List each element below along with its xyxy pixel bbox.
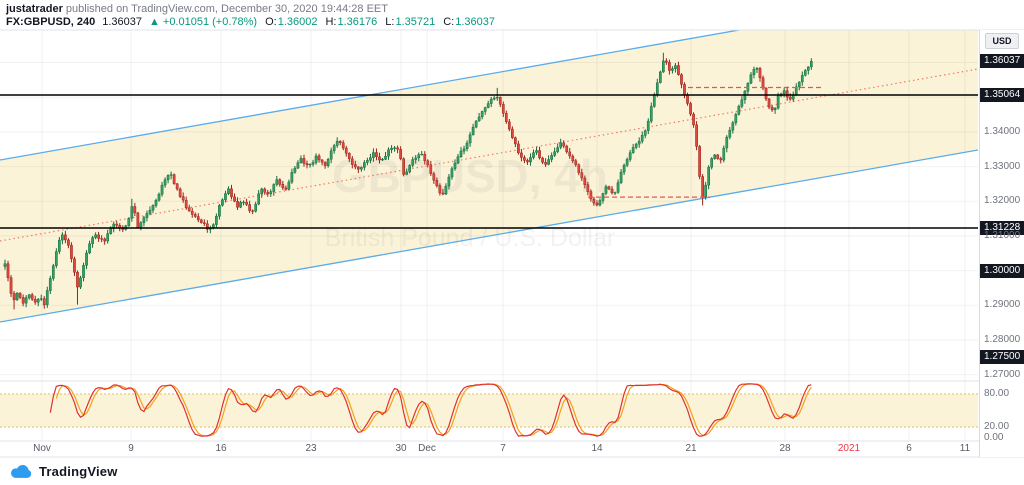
tradingview-cloud-icon: [11, 464, 32, 478]
time-axis-label: 28: [779, 443, 791, 454]
candlestick-series[interactable]: [3, 52, 813, 310]
ohlc-value: 1.36176: [337, 16, 378, 28]
publish-info: published on TradingView.com, December 3…: [62, 3, 388, 15]
price-level-badge: 1.31228: [980, 221, 1024, 235]
ohlc-label: L:: [385, 16, 395, 28]
price-level-badge: 1.35064: [980, 88, 1024, 102]
price-change: +0.01051 (+0.78%): [162, 16, 258, 28]
price-level-badge: 1.27500: [980, 350, 1024, 365]
time-axis-label: 6: [906, 443, 912, 454]
price-level-badge: 1.36037: [980, 54, 1024, 69]
trend-channel[interactable]: [0, 0, 978, 323]
time-axis-label: 9: [128, 443, 134, 454]
time-axis-label: 7: [500, 443, 506, 454]
time-axis-label: 11: [959, 443, 971, 454]
time-axis-label: 2021: [837, 443, 861, 454]
change-arrow-icon: ▲: [149, 16, 160, 28]
publish-line: justatrader published on TradingView.com…: [6, 3, 388, 15]
time-axis-label: 30: [395, 443, 407, 454]
stoch-band: [0, 394, 978, 427]
price-axis[interactable]: USD 1.36037 1.35064 1.34000 1.33000 1.32000 1…: [979, 30, 1024, 457]
author-name: justatrader: [6, 3, 63, 15]
time-axis-label: 21: [685, 443, 697, 454]
stochastic-lines[interactable]: [49, 383, 812, 437]
price-axis-label: 1.28000: [984, 333, 1021, 345]
ohlc-value: 1.35721: [395, 16, 436, 28]
tradingview-logo[interactable]: TradingView: [9, 459, 118, 483]
price-axis-label: 1.34000: [984, 125, 1021, 137]
ohlc-value: 1.36037: [455, 16, 495, 28]
price-level-badge: 1.30000: [980, 263, 1024, 278]
ohlc-value: 1.36002: [277, 16, 318, 28]
price-axis-label: 1.29000: [984, 299, 1021, 311]
time-axis[interactable]: Nov 9 16 23 30 Dec 7 14 21 28 2021 6 11: [0, 442, 979, 457]
brand-text: TradingView: [39, 463, 118, 479]
stoch-axis-label: 80.00: [984, 388, 1010, 399]
last-price: 1.36037: [102, 16, 143, 28]
symbol-line: FX:GBPUSD, 240 1.36037 ▲ +0.01051 (+0.78%) O…: [6, 16, 495, 28]
ohlc-label: H:: [325, 16, 337, 28]
price-axis-label: 1.33000: [984, 160, 1021, 172]
time-axis-label: 14: [591, 443, 603, 454]
stoch-axis-label: 0.00: [984, 432, 1004, 443]
ohlc-label: O:: [265, 16, 277, 28]
time-axis-label: 23: [305, 443, 317, 454]
time-axis-label: 16: [215, 443, 227, 454]
grid: [0, 30, 978, 441]
currency-toggle-button[interactable]: USD: [985, 33, 1019, 49]
price-axis-label: 1.32000: [984, 195, 1021, 207]
trend-channel-fill: [0, 30, 978, 322]
time-axis-label: Nov: [33, 443, 51, 454]
ohlc-label: C:: [443, 16, 455, 28]
symbol-title[interactable]: FX:GBPUSD, 240: [6, 16, 96, 28]
time-axis-label: Dec: [418, 443, 436, 454]
price-axis-label: 1.27000: [984, 368, 1021, 380]
price-axis-label: 1.31000: [984, 229, 1021, 241]
stoch-axis-label: 20.00: [984, 421, 1010, 432]
